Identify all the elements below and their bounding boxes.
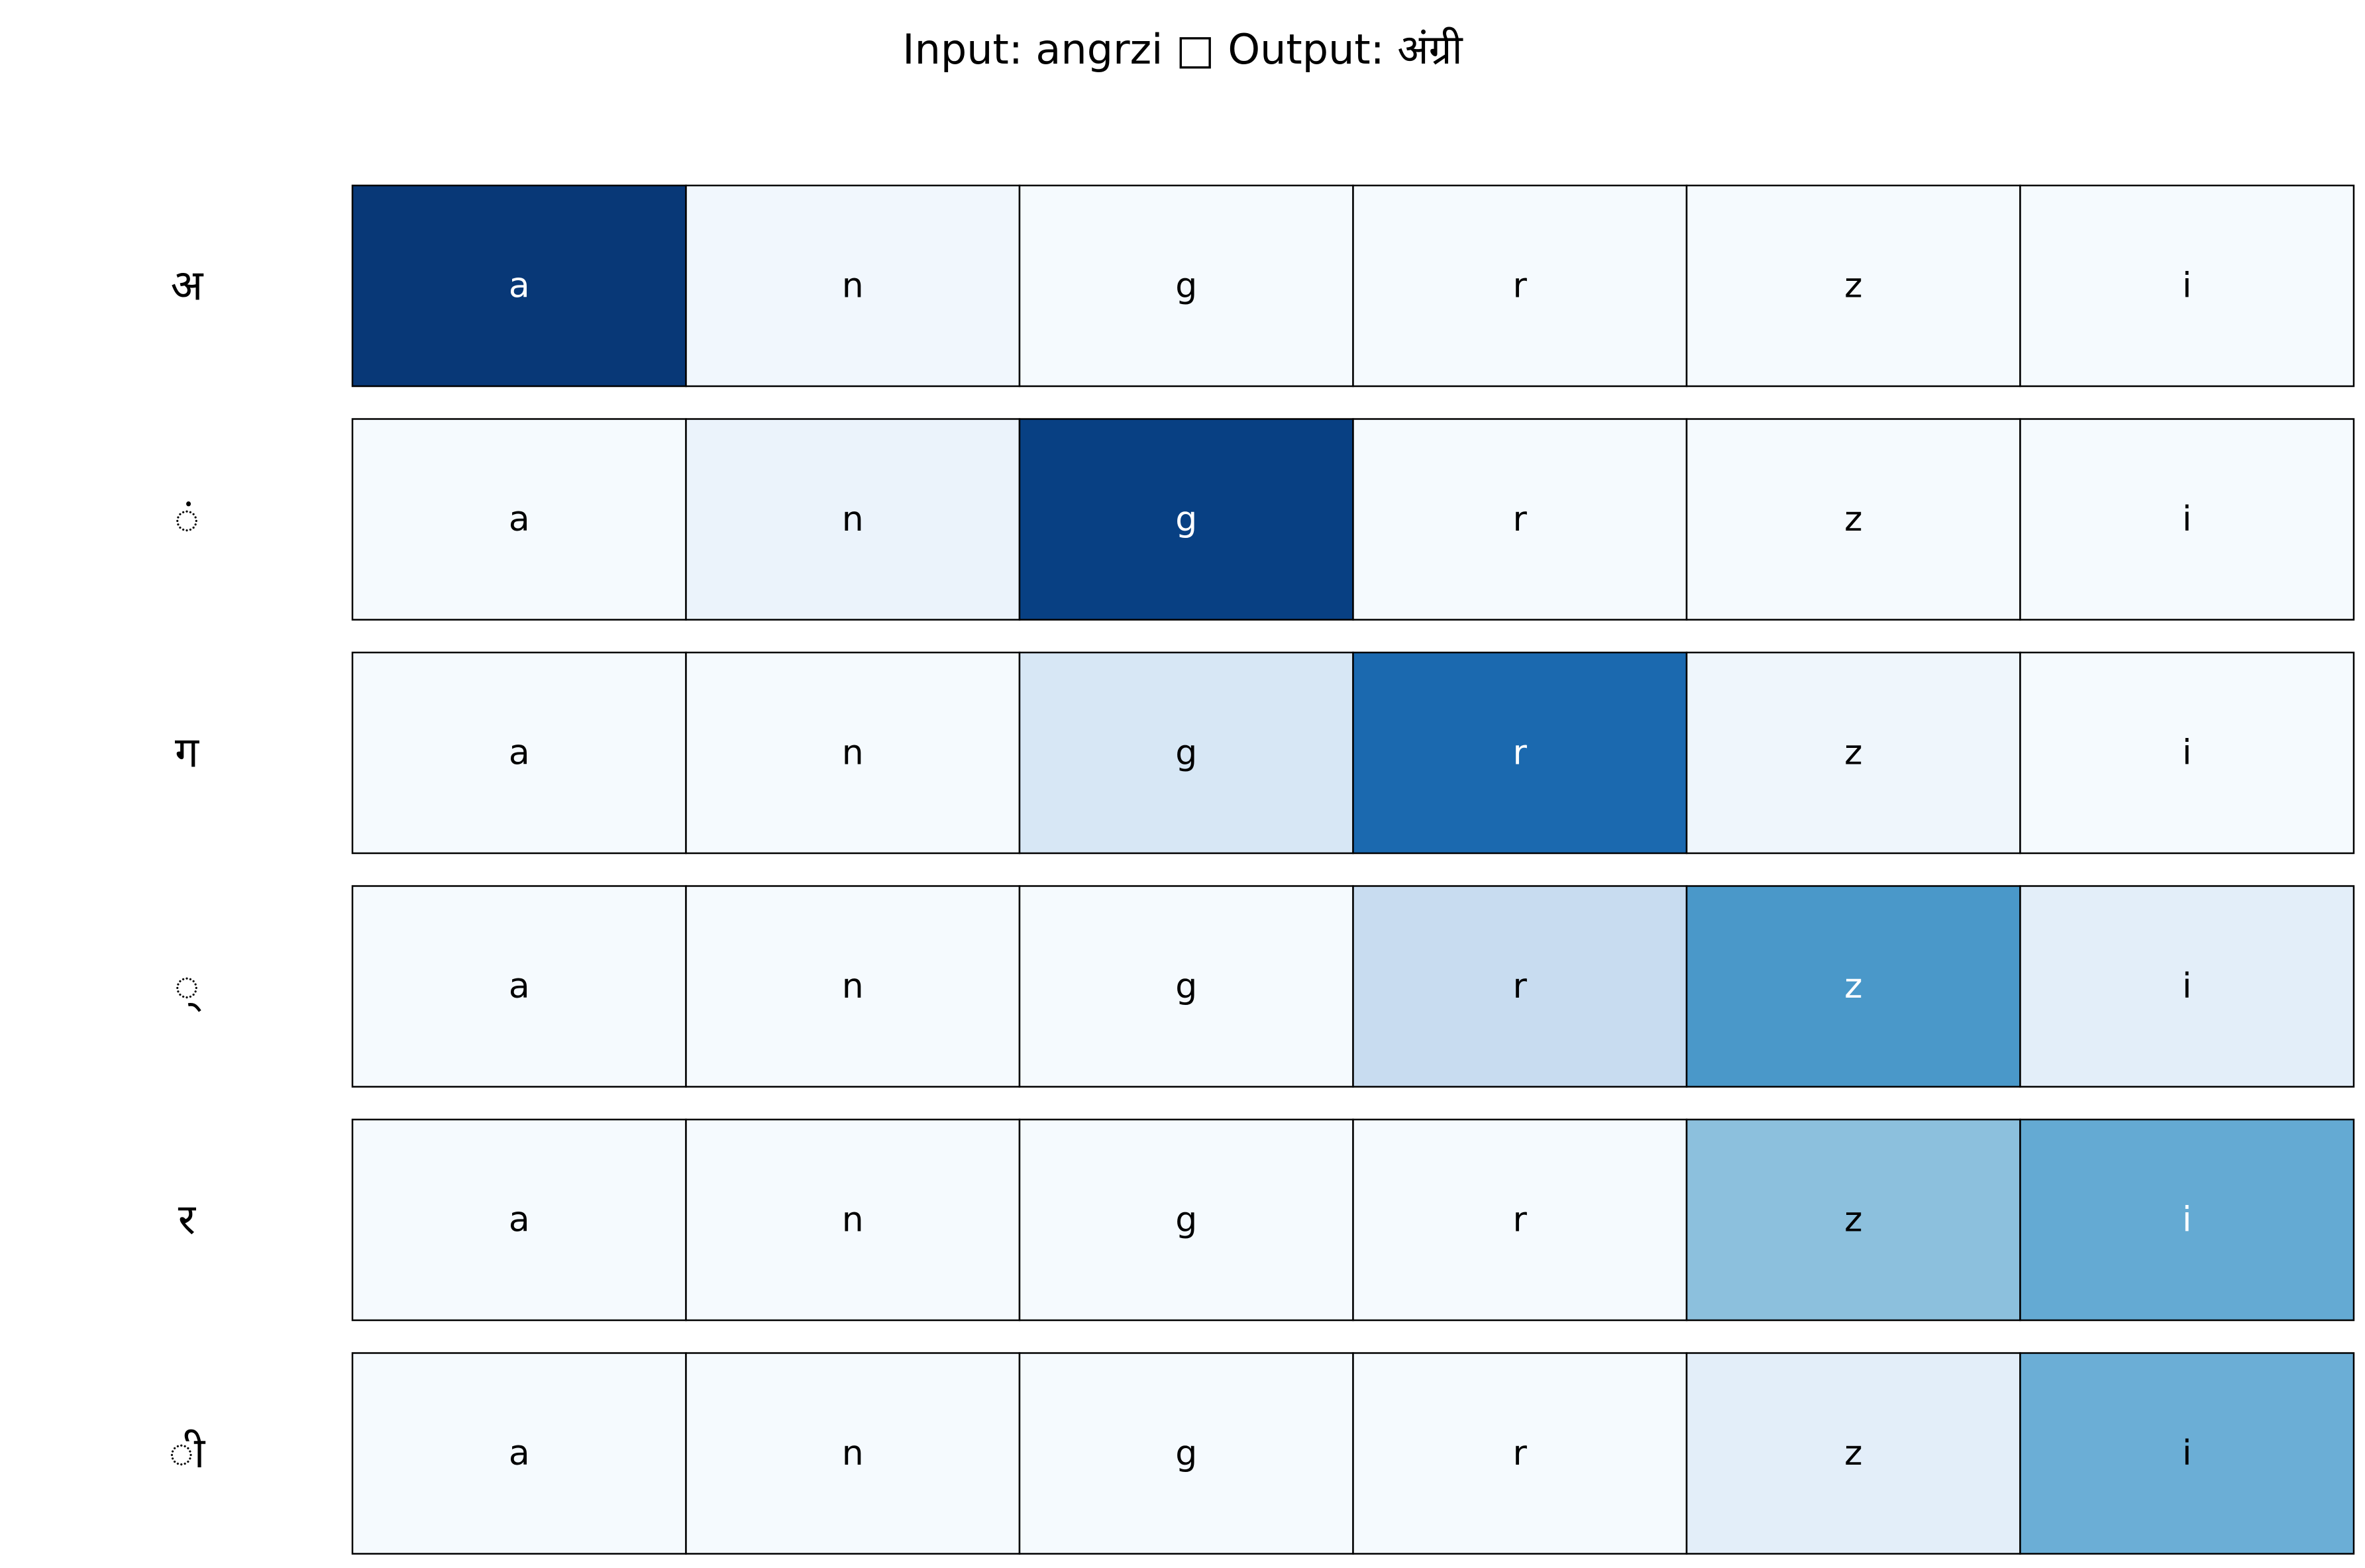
heatmap-cell-0-2 xyxy=(1018,184,1354,388)
cell-label-2-0: a xyxy=(509,733,530,773)
cell-label-1-1: n xyxy=(842,499,864,539)
row-label-4: र xyxy=(178,1196,197,1245)
cell-label-4-5: i xyxy=(2182,1200,2191,1240)
heatmap-cell-3-2 xyxy=(1018,885,1354,1088)
cell-label-5-2: g xyxy=(1175,1434,1197,1473)
heatmap-cell-1-2 xyxy=(1018,418,1354,621)
cell-label-4-3: r xyxy=(1513,1200,1528,1240)
heatmap-cell-0-0 xyxy=(351,184,687,388)
cell-label-5-4: z xyxy=(1844,1434,1862,1473)
heatmap-cell-5-3 xyxy=(1352,1352,1688,1555)
cell-label-2-4: z xyxy=(1844,733,1862,773)
cell-label-2-5: i xyxy=(2182,733,2191,773)
cell-label-4-1: n xyxy=(842,1200,864,1240)
heatmap-cell-0-3 xyxy=(1352,184,1688,388)
cell-label-1-0: a xyxy=(509,499,530,539)
heatmap-cell-3-4 xyxy=(1685,885,2021,1088)
cell-label-4-2: g xyxy=(1175,1200,1197,1240)
heatmap-cell-1-3 xyxy=(1352,418,1688,621)
cell-label-0-3: r xyxy=(1513,266,1528,306)
heatmap-cell-1-0 xyxy=(351,418,687,621)
cell-label-4-4: z xyxy=(1844,1200,1862,1240)
cell-label-2-2: g xyxy=(1175,733,1197,773)
cell-label-1-5: i xyxy=(2182,499,2191,539)
cell-label-0-4: z xyxy=(1844,266,1862,306)
heatmap-cell-2-2 xyxy=(1018,651,1354,855)
chart-title: Input: angrzi □ Output: अंग्री xyxy=(902,25,1463,74)
heatmap-cell-5-5 xyxy=(2019,1352,2355,1555)
row-label-3: ् xyxy=(174,962,201,1012)
cell-label-1-2: g xyxy=(1175,499,1197,539)
heatmap-rows: अ a n g r z iं a n g r z i ग a n g r z i् a n g r z i र a n g r z iी a n g r… xyxy=(169,184,2355,1555)
heatmap-cell-2-3 xyxy=(1352,651,1688,855)
heatmap-cell-0-1 xyxy=(685,184,1021,388)
heatmap-cell-2-5 xyxy=(2019,651,2355,855)
cell-label-5-0: a xyxy=(509,1434,530,1473)
cell-label-3-3: r xyxy=(1513,967,1528,1006)
cell-label-1-4: z xyxy=(1844,499,1862,539)
heatmap-cell-2-1 xyxy=(685,651,1021,855)
cell-label-5-3: r xyxy=(1513,1434,1528,1473)
heatmap-cell-1-1 xyxy=(685,418,1021,621)
cell-label-0-0: a xyxy=(509,266,530,306)
cell-label-2-3: r xyxy=(1513,733,1528,773)
heatmap-cell-2-0 xyxy=(351,651,687,855)
heatmap-cell-4-0 xyxy=(351,1118,687,1322)
heatmap-cell-3-3 xyxy=(1352,885,1688,1088)
row-label-2: ग xyxy=(175,729,199,778)
cell-label-5-5: i xyxy=(2182,1434,2191,1473)
cell-label-3-2: g xyxy=(1175,967,1197,1006)
cell-label-3-0: a xyxy=(509,967,530,1006)
row-label-5: ी xyxy=(169,1429,206,1478)
cell-label-4-0: a xyxy=(509,1200,530,1240)
row-label-1: ं xyxy=(174,495,199,544)
heatmap-cell-4-2 xyxy=(1018,1118,1354,1322)
cell-label-5-1: n xyxy=(842,1434,864,1473)
heatmap-cell-5-0 xyxy=(351,1352,687,1555)
cell-label-3-4: z xyxy=(1844,967,1862,1006)
cell-label-1-3: r xyxy=(1513,499,1528,539)
heatmap-cell-0-5 xyxy=(2019,184,2355,388)
heatmap-cell-3-1 xyxy=(685,885,1021,1088)
heatmap-cell-3-0 xyxy=(351,885,687,1088)
heatmap-cell-1-5 xyxy=(2019,418,2355,621)
heatmap-cell-0-4 xyxy=(1685,184,2021,388)
heatmap-cell-3-5 xyxy=(2019,885,2355,1088)
cell-label-2-1: n xyxy=(842,733,864,773)
cell-label-3-5: i xyxy=(2182,967,2191,1006)
row-label-0: अ xyxy=(171,262,204,311)
cell-label-3-1: n xyxy=(842,967,864,1006)
heatmap-cell-2-4 xyxy=(1685,651,2021,855)
cell-label-0-5: i xyxy=(2182,266,2191,306)
heatmap-cell-5-4 xyxy=(1685,1352,2021,1555)
cell-label-0-2: g xyxy=(1175,266,1197,306)
heatmap-cell-4-3 xyxy=(1352,1118,1688,1322)
heatmap-cell-4-5 xyxy=(2019,1118,2355,1322)
cell-label-0-1: n xyxy=(842,266,864,306)
heatmap-cell-4-4 xyxy=(1685,1118,2021,1322)
